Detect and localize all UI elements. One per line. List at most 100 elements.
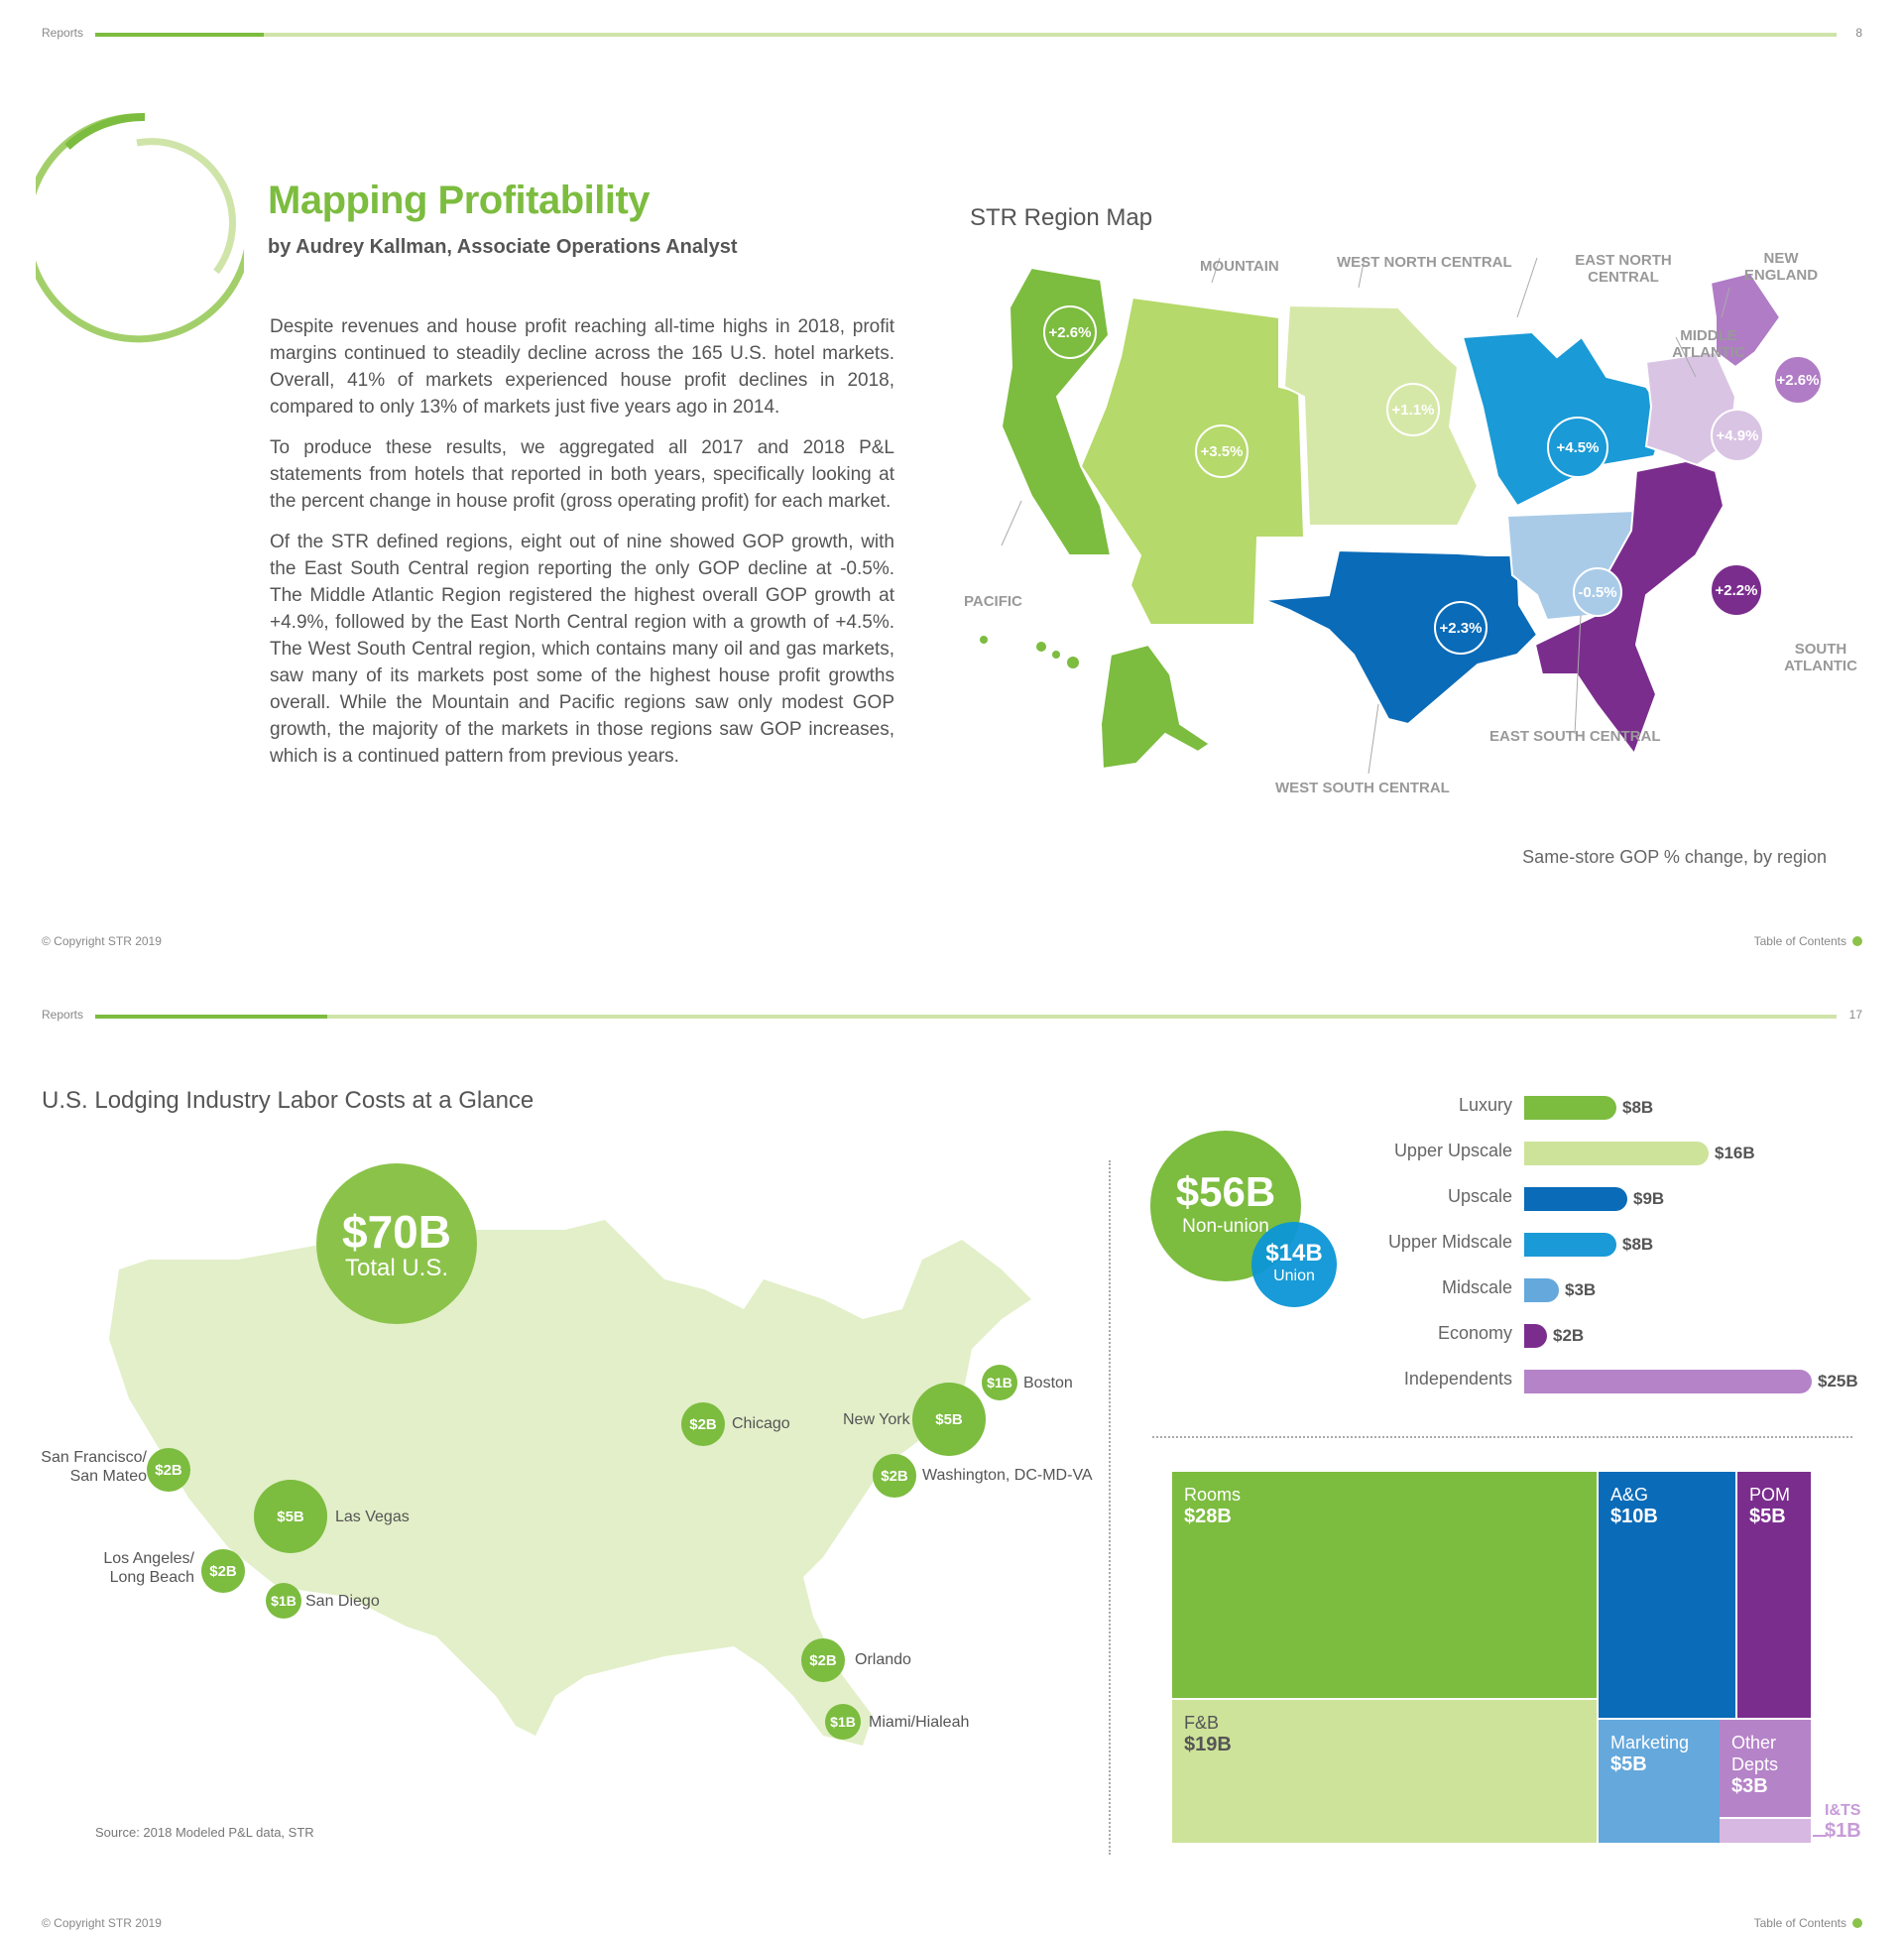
region-label-midatl: MIDDLE ATLANTIC	[1672, 327, 1745, 361]
nonunion-value: $56B	[1175, 1168, 1276, 1215]
header-label: Reports	[42, 26, 84, 40]
bar-category-label: Upper Midscale	[1387, 1232, 1512, 1252]
region-mountain-shape	[1079, 296, 1306, 626]
region-label-mountain: MOUNTAIN	[1200, 258, 1279, 275]
treemap-cell-value: $19B	[1184, 1734, 1232, 1755]
pct-badge-southatl: +2.2%	[1710, 563, 1763, 617]
region-map	[980, 258, 1782, 775]
treemap-cell: Marketing $5B	[1599, 1720, 1737, 1845]
treemap-cell-name: Other Depts	[1731, 1733, 1779, 1774]
region-label-wsc: WEST SOUTH CENTRAL	[1275, 780, 1450, 796]
pct-badge-esc: -0.5%	[1573, 567, 1622, 617]
its-label: I&TS $1B	[1825, 1801, 1861, 1841]
bar-category-label: Midscale	[1441, 1277, 1512, 1297]
bar-category-label: Upper Upscale	[1393, 1141, 1512, 1160]
map-caption: Same-store GOP % change, by region	[1522, 847, 1827, 867]
treemap-cell: A&G $10B	[1599, 1472, 1737, 1720]
union-value: $14B	[1265, 1240, 1323, 1267]
nonunion-bubble: $56B Non-union	[1150, 1131, 1301, 1281]
copyright: © Copyright STR 2019	[42, 1916, 162, 1930]
bar-value-label: $8B	[1622, 1098, 1654, 1117]
bar-value-label: $25B	[1818, 1372, 1858, 1390]
city-bubble: $2B	[147, 1448, 190, 1492]
bar-value-label: $9B	[1633, 1189, 1665, 1208]
pct-badge-wnc: +1.1%	[1386, 383, 1440, 436]
treemap-cell-name: POM	[1749, 1485, 1791, 1505]
report-page-17: Reports 17 U.S. Lodging Industry Labor C…	[0, 982, 1904, 1933]
region-wnc-shape	[1282, 303, 1480, 527]
bar	[1524, 1187, 1627, 1211]
region-label-esc: EAST SOUTH CENTRAL	[1489, 728, 1661, 745]
bar-row: $9B	[1524, 1184, 1664, 1214]
toc-link[interactable]: Table of Contents	[1754, 1916, 1862, 1930]
city-bubble: $5B	[254, 1480, 327, 1553]
its-connector	[1813, 1835, 1827, 1837]
treemap-cell-value: $3B	[1731, 1775, 1768, 1797]
region-label-southatl: SOUTH ATLANTIC	[1784, 641, 1857, 674]
toc-dot-icon	[1852, 936, 1862, 946]
pct-badge-newengland: +2.6%	[1773, 355, 1823, 405]
bar-value-label: $8B	[1622, 1235, 1654, 1254]
nonunion-label: Non-union	[1182, 1216, 1269, 1237]
decorative-rings	[36, 112, 244, 343]
treemap-cell-name: F&B	[1184, 1713, 1220, 1733]
region-wsc-shape	[1263, 548, 1539, 726]
treemap-cell	[1720, 1819, 1813, 1845]
region-label-newengland: NEW ENGLAND	[1743, 250, 1819, 284]
bar	[1524, 1324, 1547, 1348]
paragraph-1: Despite revenues and house profit reachi…	[270, 316, 894, 418]
city-bubble: $2B	[201, 1549, 245, 1593]
source-note: Source: 2018 Modeled P&L data, STR	[95, 1825, 314, 1840]
city-name: Las Vegas	[335, 1509, 410, 1525]
bar-row: $16B	[1524, 1139, 1755, 1168]
city-name: Orlando	[855, 1651, 911, 1668]
region-label-pacific: PACIFIC	[964, 593, 1022, 610]
department-treemap: Rooms $28B F&B $19B A&G $10B Marketing $5B POM $5…	[1172, 1472, 1827, 1845]
region-newengland-shape	[1709, 271, 1782, 369]
bar-row: $8B	[1524, 1093, 1653, 1123]
header-rule	[95, 1015, 1837, 1019]
treemap-cell-value: $5B	[1749, 1506, 1786, 1527]
bar-category-label: Independents	[1403, 1369, 1512, 1389]
bar-row: $25B	[1524, 1367, 1858, 1396]
report-page-8: Reports 8 Mapping Profitability by Audre…	[0, 0, 1904, 962]
its-name: I&TS	[1825, 1802, 1861, 1819]
treemap-cell: Other Depts $3B	[1720, 1720, 1813, 1819]
bar-category-label: Upscale	[1447, 1186, 1512, 1206]
city-bubble: $1B	[825, 1704, 861, 1740]
treemap-cell-name: Rooms	[1184, 1485, 1242, 1505]
bar-category-label: Economy	[1437, 1323, 1512, 1343]
bar-category-label: Luxury	[1458, 1095, 1512, 1115]
treemap-cell-value: $28B	[1184, 1506, 1232, 1527]
total-value: $70B	[342, 1206, 451, 1258]
treemap-cell: Rooms $28B	[1172, 1472, 1599, 1700]
pct-badge-midatl: +4.9%	[1711, 409, 1764, 462]
bar-value-label: $2B	[1553, 1326, 1585, 1345]
header-rule	[95, 33, 1837, 37]
map-title: STR Region Map	[970, 204, 1153, 231]
treemap-cell-value: $5B	[1610, 1753, 1647, 1775]
pct-badge-pacific: +2.6%	[1043, 305, 1097, 359]
total-label: Total U.S.	[344, 1255, 449, 1281]
bar-value-label: $16B	[1715, 1144, 1755, 1162]
bar-row: $2B	[1524, 1321, 1584, 1351]
treemap-cell: POM $5B	[1737, 1472, 1813, 1720]
toc-label: Table of Contents	[1753, 1916, 1846, 1930]
paragraph-2: To produce these results, we aggregated …	[270, 437, 894, 512]
bar	[1524, 1096, 1616, 1120]
union-label: Union	[1273, 1268, 1315, 1284]
copyright: © Copyright STR 2019	[42, 934, 162, 948]
city-bubble: $1B	[266, 1583, 301, 1619]
treemap-cell-name: Marketing	[1610, 1733, 1690, 1752]
total-us-bubble: $70B Total U.S.	[316, 1163, 477, 1324]
treemap-cell: F&B $19B	[1172, 1700, 1599, 1845]
bar-row: $8B	[1524, 1230, 1653, 1260]
toc-link[interactable]: Table of Contents	[1754, 934, 1862, 948]
city-name: San Francisco/ San Mateo	[41, 1449, 147, 1485]
treemap-cell-name: A&G	[1610, 1485, 1649, 1505]
city-bubble: $5B	[912, 1383, 986, 1456]
header-label: Reports	[42, 1008, 84, 1022]
horizontal-divider	[1152, 1436, 1852, 1438]
city-name: New York	[843, 1411, 910, 1428]
treemap-cell-value: $10B	[1610, 1506, 1658, 1527]
